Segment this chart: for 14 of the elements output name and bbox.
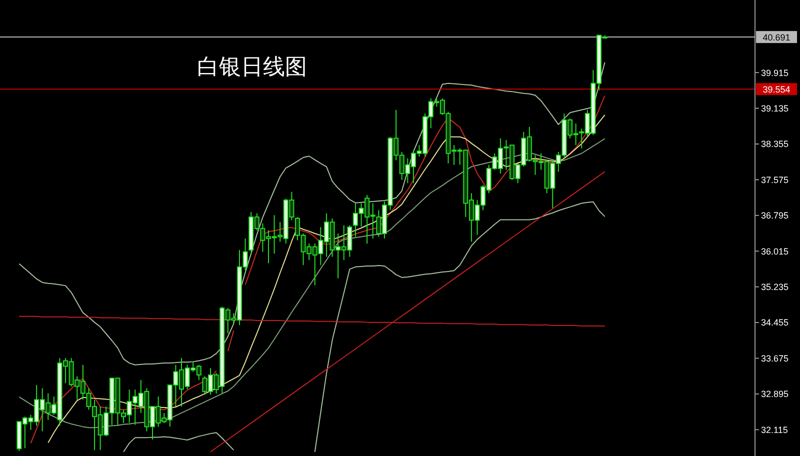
ref-line-label: 39.554 (762, 84, 790, 95)
y-tick-label: 35.235 (761, 282, 789, 292)
y-tick-label: 39.915 (761, 68, 789, 78)
y-tick-label: 38.355 (761, 139, 789, 150)
y-tick-label: 36.015 (761, 246, 789, 256)
y-tick-label: 33.675 (761, 353, 789, 364)
text: 白银日线图 (197, 54, 307, 82)
y-tick-label: 32.115 (761, 424, 788, 435)
y-tick-label: 32.895 (761, 389, 789, 400)
y-tick-label: 39.135 (761, 103, 789, 114)
y-tick-label: 37.575 (761, 174, 789, 185)
y-tick-label: 36.795 (761, 210, 789, 221)
ref-line-label: 40.691 (762, 32, 790, 43)
y-tick-label: 34.455 (761, 318, 789, 328)
